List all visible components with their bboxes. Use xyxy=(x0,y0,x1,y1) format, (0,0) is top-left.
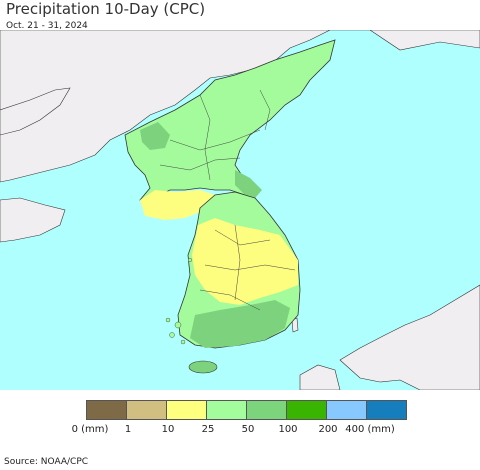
china-land xyxy=(0,30,480,183)
legend-tick-0: 0 (mm) xyxy=(71,424,109,435)
legend-colorbar xyxy=(86,400,407,420)
legend-swatch-1 xyxy=(127,401,167,419)
liaodong-peninsula xyxy=(0,87,71,136)
shandong-peninsula xyxy=(0,197,66,243)
legend-swatch-0 xyxy=(87,401,127,419)
legend-tick-4: 50 xyxy=(241,424,255,435)
legend-tick-5: 100 xyxy=(278,424,298,435)
province-borders xyxy=(159,89,296,311)
legend-swatch-2 xyxy=(167,401,207,419)
east-coast-heavy-rain xyxy=(235,170,262,198)
yellow-central-sk xyxy=(192,218,298,305)
legend-swatch-3 xyxy=(207,401,247,419)
legend-swatch-6 xyxy=(327,401,367,419)
japan-kyushu xyxy=(299,364,341,390)
precipitation-map xyxy=(0,30,480,390)
legend-tick-1: 1 xyxy=(124,424,132,435)
western-islands xyxy=(165,257,192,345)
legend-tick-7: 400 (mm) xyxy=(345,424,395,435)
legend-tick-6: 200 xyxy=(318,424,338,435)
legend-tick-2: 10 xyxy=(161,424,175,435)
south-coast-heavy-rain xyxy=(190,300,290,348)
source-credit: Source: NOAA/CPC xyxy=(4,457,89,467)
japan-land xyxy=(339,284,480,390)
nw-heavy-rain xyxy=(140,122,170,150)
legend-swatch-7 xyxy=(367,401,406,419)
legend-swatch-4 xyxy=(247,401,287,419)
legend-swatch-5 xyxy=(287,401,327,419)
legend-tick-3: 25 xyxy=(201,424,215,435)
date-range: Oct. 21 - 31, 2024 xyxy=(6,21,88,31)
legend-ticks: 0 (mm) 1 10 25 50 100 200 400 (mm) xyxy=(0,424,480,438)
jeju-island xyxy=(188,360,218,374)
yellow-band-north xyxy=(140,190,215,220)
map-title: Precipitation 10-Day (CPC) xyxy=(6,0,206,18)
